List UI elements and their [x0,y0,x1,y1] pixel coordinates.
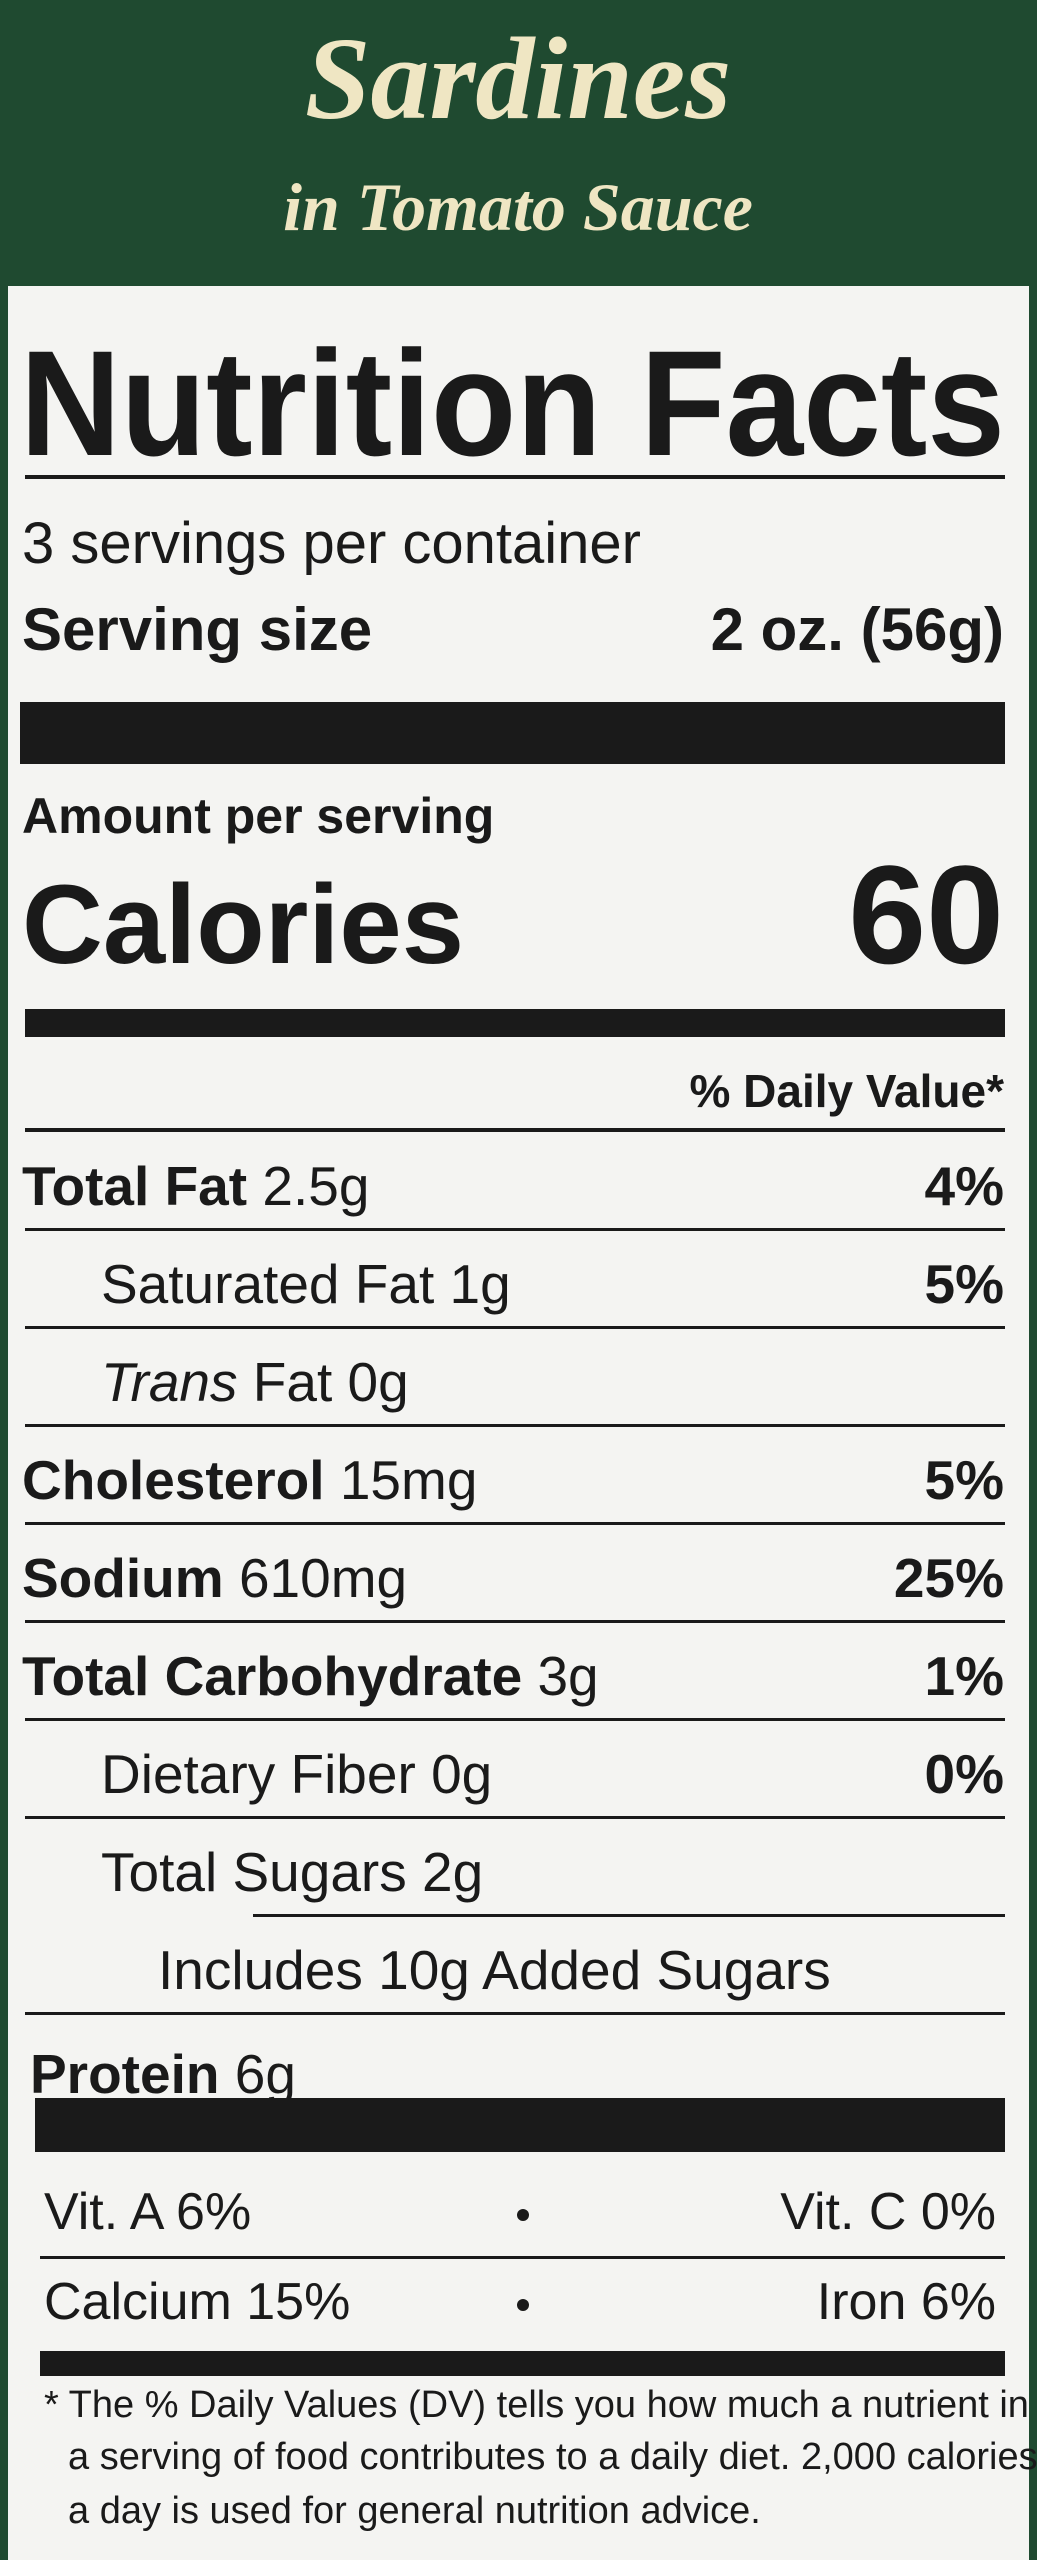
nutrient-row: Includes 10g Added Sugars [158,1939,831,2001]
nutrient-row: Saturated Fat 1g [101,1253,511,1315]
nutrient-amount: 2.5g [262,1155,369,1217]
amount-per-serving: Amount per serving [22,788,494,844]
nutrient-name: Dietary Fiber [101,1743,416,1805]
bullet [517,2209,529,2221]
nutrient-name: Fat [253,1351,332,1413]
bullet [517,2299,529,2311]
vitamin-rows: Vit. A 6% Vit. C 0% Calcium 15% Iron 6% [40,2183,1005,2331]
rule [25,1718,1005,1721]
nutrient-name: Protein [30,2043,219,2105]
rule [25,1522,1005,1525]
serving-size-value: 2 oz. (56g) [711,596,1004,663]
daily-value: 1% [925,1645,1005,1707]
rule [25,2012,1005,2015]
footnote-line: a serving of food contributes to a daily… [68,2436,1037,2478]
rule [25,1816,1005,1819]
calories-value: 60 [848,836,1004,993]
nutrient-row: Sodium 610mg [22,1547,407,1609]
vitamin-right: Vit. C 0% [780,2183,996,2241]
nutrient-amount: 6g [235,2043,296,2105]
nutrient-amount: 0g [348,1351,409,1413]
rule [25,1228,1005,1231]
rule [253,1914,1005,1917]
nutrient-row: Dietary Fiber 0g [101,1743,492,1805]
nutrient-name: Saturated Fat [101,1253,434,1315]
nutrient-row: Total Carbohydrate 3g [22,1645,599,1707]
nutrient-amount: 610mg [239,1547,407,1609]
footnote: * The % Daily Values (DV) tells you how … [44,2384,1037,2532]
product-subtitle: in Tomato Sauce [283,169,753,245]
vitamin-left: Calcium 15% [44,2273,350,2331]
rule [40,2256,1005,2259]
nutrient-row: Trans Fat 0g [101,1351,409,1413]
daily-value: 5% [925,1253,1005,1315]
medium-bar [40,2351,1005,2376]
rule [25,1128,1005,1132]
nutrient-name: Total Sugars [101,1841,407,1903]
nutrient-name: Total Carbohydrate [22,1645,522,1707]
servings: 3 servings per container [22,511,641,576]
nutrient-amount: 2g [422,1841,483,1903]
product-title: Sardines [305,13,731,144]
footnote-line: a day is used for general nutrition advi… [68,2490,761,2532]
nutrient-amount: 0g [431,1743,492,1805]
calories-label: Calories [22,862,464,987]
daily-value: 4% [925,1155,1005,1217]
rule [25,475,1005,479]
rule [25,1620,1005,1623]
vitamin-left: Vit. A 6% [44,2183,251,2241]
rule [25,1424,1005,1427]
daily-value: 25% [894,1547,1004,1609]
daily-value-header: % Daily Value* [690,1065,1005,1117]
label-title: Nutrition Facts [20,319,1005,487]
daily-value: 5% [925,1449,1005,1511]
nutrient-row: Protein 6g [30,2043,296,2105]
footnote-line: * The % Daily Values (DV) tells you how … [44,2384,1029,2426]
nutrient-row: Cholesterol 15mg [22,1449,477,1511]
thick-bar [35,2098,1005,2152]
nutrient-name: Includes 10g Added Sugars [158,1939,831,2001]
nutrient-row: Total Fat 2.5g [22,1155,369,1217]
medium-bar [25,1009,1005,1037]
rule [25,1326,1005,1329]
vitamin-right: Iron 6% [817,2273,996,2331]
nutrient-amount: 3g [537,1645,598,1707]
nutrient-name: Sodium [22,1547,224,1609]
nutrient-row: Total Sugars 2g [101,1841,483,1903]
nutrient-rows: Total Fat 2.5g 4% Saturated Fat 1g 5% Trans … [22,1155,1005,2105]
serving-size-label: Serving size [22,596,372,663]
label-panel [8,286,1029,2560]
nutrient-amount: 1g [450,1253,511,1315]
nutrient-name: Cholesterol [22,1449,325,1511]
nutrient-name: Total Fat [22,1155,247,1217]
daily-value: 0% [925,1743,1005,1805]
thick-bar [20,702,1005,764]
nutrient-amount: 15mg [340,1449,478,1511]
nutrient-italic: Trans [101,1351,238,1413]
